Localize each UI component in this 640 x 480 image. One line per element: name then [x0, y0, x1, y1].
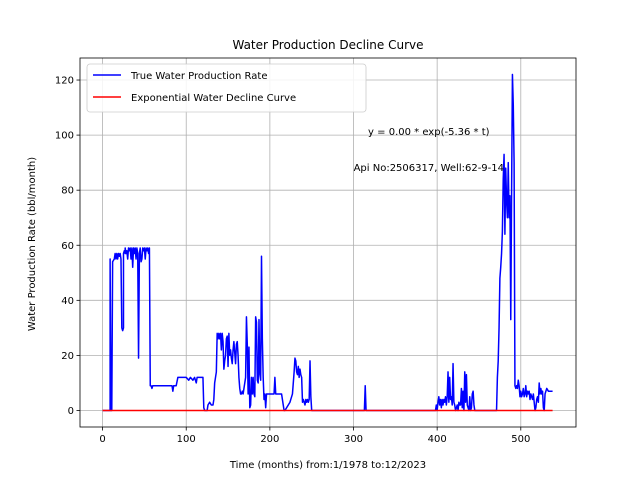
y-tick-label: 100	[55, 131, 74, 142]
y-tick-label: 60	[61, 241, 74, 252]
x-tick-label: 100	[177, 434, 196, 445]
legend-label-true-rate: True Water Production Rate	[130, 71, 267, 82]
plot-frame	[79, 57, 577, 428]
y-tick-label: 0	[68, 406, 74, 417]
x-tick-label: 400	[428, 434, 447, 445]
chart-title: Water Production Decline Curve	[232, 38, 423, 52]
true-water-production-rate-line	[102, 73, 553, 412]
legend: True Water Production Rate Exponential W…	[86, 63, 367, 113]
y-tick-label: 40	[61, 296, 74, 307]
y-tick-label: 20	[61, 351, 74, 362]
series-lines	[102, 73, 553, 412]
axis-ticks: 0 100 200 300 400 500 0 20 40 60 80 100 120	[55, 76, 530, 445]
grid	[80, 58, 576, 427]
y-axis-label: Water Production Rate (bbl/month)	[27, 157, 38, 331]
equation-annotation: y = 0.00 * exp(-5.36 * t)	[368, 127, 490, 138]
y-tick-label: 80	[61, 186, 74, 197]
x-tick-label: 300	[344, 434, 363, 445]
x-tick-label: 0	[99, 434, 105, 445]
legend-box	[86, 63, 367, 113]
x-tick-label: 200	[260, 434, 279, 445]
x-tick-label: 500	[511, 434, 530, 445]
x-axis-label: Time (months) from:1/1978 to:12/2023	[229, 460, 426, 471]
y-tick-label: 120	[55, 76, 74, 87]
legend-label-exponential-curve: Exponential Water Decline Curve	[131, 93, 296, 104]
well-annotation: Api No:2506317, Well:62-9-14	[354, 163, 504, 174]
